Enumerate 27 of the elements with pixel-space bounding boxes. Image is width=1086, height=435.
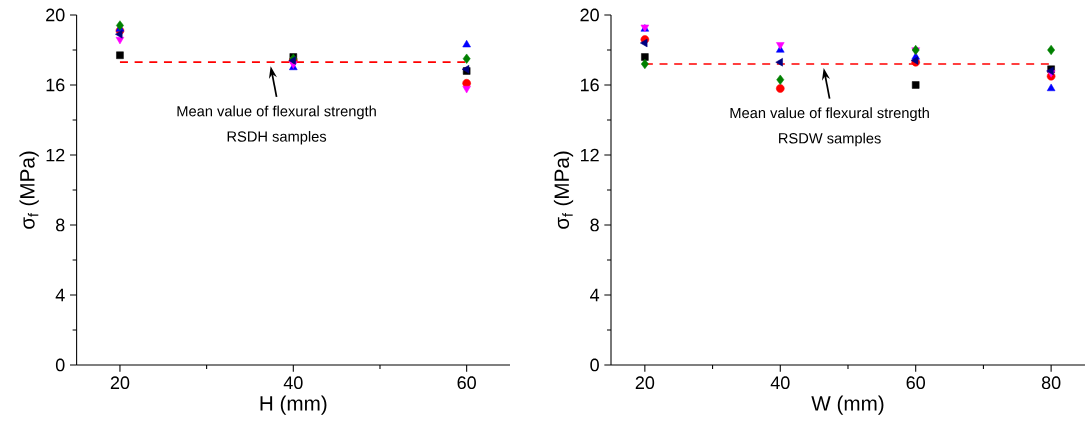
y-tick-label: 12: [46, 148, 65, 162]
y-tick-label: 20: [46, 8, 65, 22]
annotation: RSDH samples: [227, 130, 327, 145]
x-tick-label: 40: [283, 376, 303, 390]
annotation: RSDW samples: [779, 132, 881, 147]
x-tick-label: 40: [770, 376, 790, 390]
annotation: Mean value of flexural strength: [730, 107, 929, 122]
x-axis-title: H (mm): [260, 395, 327, 415]
x-tick-label: 60: [457, 376, 476, 390]
y-tick-label: 4: [590, 288, 600, 302]
y-tick-label: 0: [590, 358, 599, 372]
y-tick-label: 8: [590, 218, 599, 232]
y-tick-label: 8: [56, 218, 65, 232]
y-tick-label: 4: [55, 288, 65, 302]
x-tick-label: 20: [110, 376, 130, 390]
x-tick-label: 60: [906, 376, 925, 390]
y-tick-label: 0: [55, 358, 65, 372]
x-axis-title: W (mm): [811, 395, 884, 415]
x-tick-label: 20: [635, 376, 655, 390]
annotation: Mean value of flexural strength: [177, 105, 376, 120]
y-tick-label: 20: [580, 8, 599, 22]
x-tick-label: 80: [1041, 376, 1061, 390]
y-tick-label: 12: [580, 148, 599, 162]
y-axis-title: σ$_{f}$ (MPa): [19, 151, 39, 229]
y-tick-label: 16: [46, 78, 65, 92]
y-tick-label: 16: [580, 78, 599, 92]
y-axis-title: σ$_{f}$ (MPa): [553, 151, 574, 229]
